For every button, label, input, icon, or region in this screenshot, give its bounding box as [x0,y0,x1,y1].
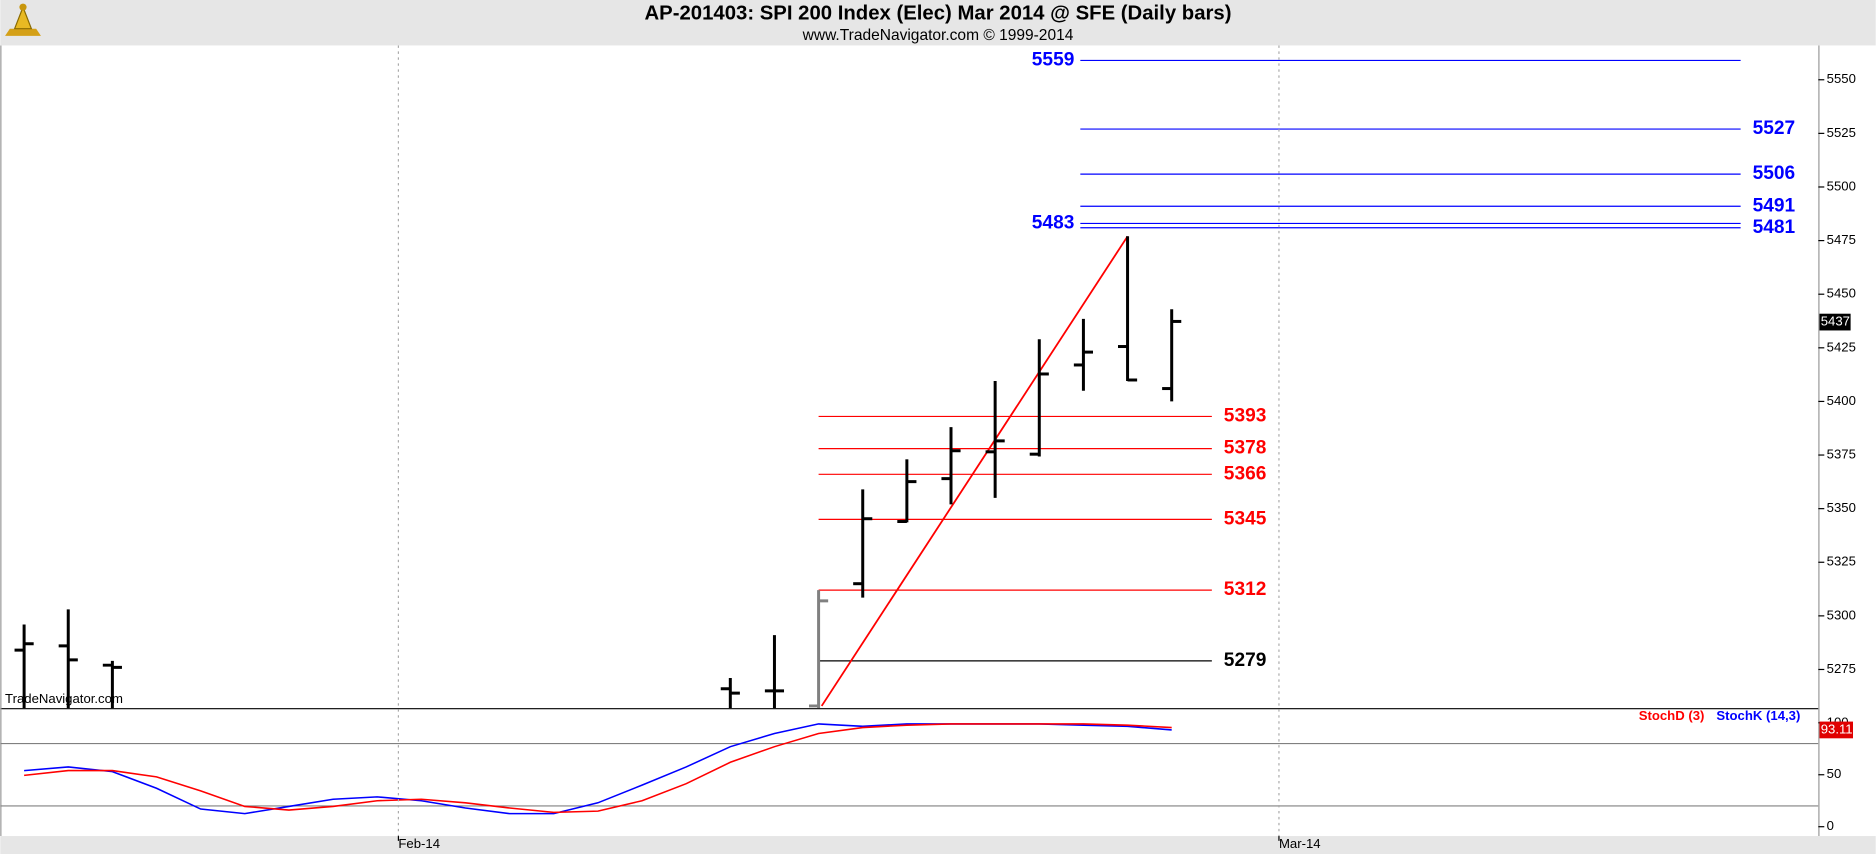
chart-title: AP-201403: SPI 200 Index (Elec) Mar 2014… [644,3,1231,25]
chart-subtitle: www.TradeNavigator.com © 1999-2014 [802,27,1074,44]
y-tick-label: 5475 [1827,232,1856,247]
level-label: 5483 [1032,212,1075,233]
level-label: 5345 [1224,508,1267,529]
legend-entry: StochD (3) [1639,708,1705,723]
level-label: 5481 [1753,217,1796,238]
x-tick-label: Feb-14 [398,836,440,851]
last-value-label: 93.11 [1821,721,1853,736]
last-value-box [1819,721,1853,739]
header-bg [0,0,1876,46]
axes: 5275 5300 5325 5350 5375 5400 5425 5450 5475 5500… [397,45,1856,851]
y-tick-label: 5325 [1827,554,1856,569]
y-tick-label: 5350 [1827,500,1856,515]
level-label: 5366 [1224,463,1267,484]
stoch-plot [0,723,1819,815]
y-tick-label: 5400 [1827,393,1856,408]
y-tick-label: 5525 [1827,125,1856,140]
level-label: 5527 [1753,118,1796,139]
level-label: 5393 [1224,405,1267,426]
legend-entry: StochK (14,3) [1716,708,1800,723]
level-label: 5312 [1224,579,1267,600]
level-label: 5378 [1224,438,1267,459]
last-price-label: 5437 [1821,314,1850,329]
y-tick-label: 5300 [1827,607,1856,622]
x-tick-label: Mar-14 [1279,836,1321,851]
y-tick-label: 5375 [1827,447,1856,462]
stoch-line [24,723,1172,814]
level-label: 5279 [1224,650,1267,671]
level-label: 5559 [1032,50,1075,71]
logo [5,3,41,36]
y-tick-label: 50 [1827,766,1842,781]
trendline [820,235,1129,707]
y-tick-label: 5550 [1827,71,1856,86]
last-price-box [1819,313,1851,331]
level-label: 5506 [1753,163,1796,184]
y-tick-label: 5450 [1827,286,1856,301]
stoch-line [24,723,1172,815]
y-tick-label: 0 [1827,818,1834,833]
watermark: TradeNavigator.com [5,691,123,706]
footer-bg [0,836,1876,854]
level-label: 5491 [1753,195,1796,216]
y-tick-label: 5425 [1827,339,1856,354]
price-plot [14,59,1741,709]
y-tick-label: 5275 [1827,661,1856,676]
y-tick-label: 5500 [1827,178,1856,193]
